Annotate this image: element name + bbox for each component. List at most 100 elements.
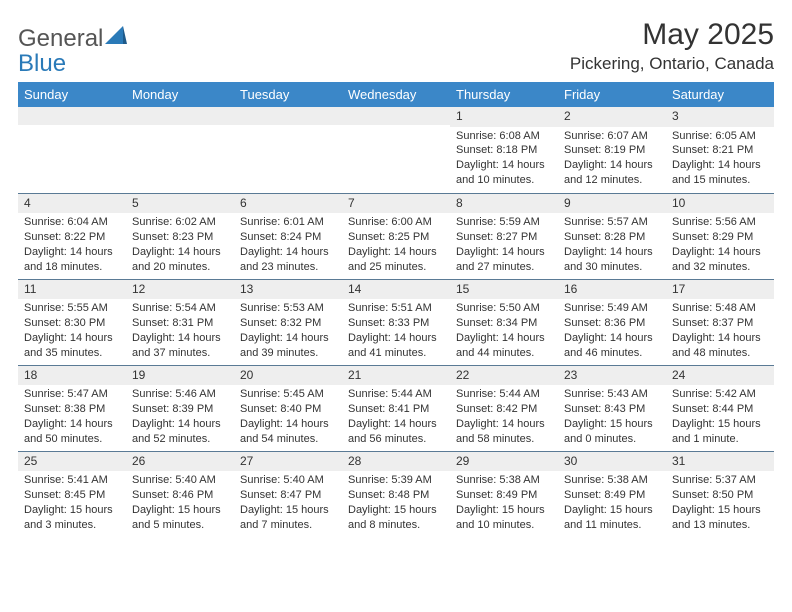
daylight-text: Daylight: 14 hours: [564, 331, 660, 346]
sunrise-text: Sunrise: 5:54 AM: [132, 301, 228, 316]
cell-details: Sunrise: 5:45 AMSunset: 8:40 PMDaylight:…: [234, 385, 342, 450]
daylight-text: Daylight: 14 hours: [240, 331, 336, 346]
calendar-cell: 22Sunrise: 5:44 AMSunset: 8:42 PMDayligh…: [450, 365, 558, 451]
day-number: 23: [558, 366, 666, 386]
daylight-text: Daylight: 14 hours: [348, 331, 444, 346]
sunset-text: Sunset: 8:37 PM: [672, 316, 768, 331]
calendar-cell: [18, 107, 126, 193]
sunrise-text: Sunrise: 5:39 AM: [348, 473, 444, 488]
day-number: 14: [342, 280, 450, 300]
cell-details: Sunrise: 5:44 AMSunset: 8:42 PMDaylight:…: [450, 385, 558, 450]
sunset-text: Sunset: 8:50 PM: [672, 488, 768, 503]
cell-details: Sunrise: 5:54 AMSunset: 8:31 PMDaylight:…: [126, 299, 234, 364]
day-number: 11: [18, 280, 126, 300]
cell-details: Sunrise: 6:08 AMSunset: 8:18 PMDaylight:…: [450, 127, 558, 192]
calendar-cell: 9Sunrise: 5:57 AMSunset: 8:28 PMDaylight…: [558, 193, 666, 279]
daylight-text: and 58 minutes.: [456, 432, 552, 447]
day-number: 20: [234, 366, 342, 386]
daylight-text: and 48 minutes.: [672, 346, 768, 361]
calendar-cell: 13Sunrise: 5:53 AMSunset: 8:32 PMDayligh…: [234, 279, 342, 365]
sunrise-text: Sunrise: 5:49 AM: [564, 301, 660, 316]
sunset-text: Sunset: 8:34 PM: [456, 316, 552, 331]
sunrise-text: Sunrise: 5:51 AM: [348, 301, 444, 316]
calendar-cell: 12Sunrise: 5:54 AMSunset: 8:31 PMDayligh…: [126, 279, 234, 365]
day-number: 9: [558, 194, 666, 214]
calendar-cell: 10Sunrise: 5:56 AMSunset: 8:29 PMDayligh…: [666, 193, 774, 279]
sunset-text: Sunset: 8:47 PM: [240, 488, 336, 503]
calendar-cell: 18Sunrise: 5:47 AMSunset: 8:38 PMDayligh…: [18, 365, 126, 451]
cell-details: Sunrise: 5:40 AMSunset: 8:46 PMDaylight:…: [126, 471, 234, 536]
sunrise-text: Sunrise: 5:59 AM: [456, 215, 552, 230]
daylight-text: and 23 minutes.: [240, 260, 336, 275]
calendar-cell: 23Sunrise: 5:43 AMSunset: 8:43 PMDayligh…: [558, 365, 666, 451]
daylight-text: and 3 minutes.: [24, 518, 120, 533]
sunset-text: Sunset: 8:40 PM: [240, 402, 336, 417]
calendar-cell: [342, 107, 450, 193]
cell-details: Sunrise: 5:55 AMSunset: 8:30 PMDaylight:…: [18, 299, 126, 364]
daylight-text: Daylight: 14 hours: [672, 245, 768, 260]
day-header: Thursday: [450, 82, 558, 107]
daylight-text: Daylight: 15 hours: [132, 503, 228, 518]
daylight-text: Daylight: 15 hours: [564, 417, 660, 432]
cell-details: Sunrise: 5:38 AMSunset: 8:49 PMDaylight:…: [450, 471, 558, 536]
sunset-text: Sunset: 8:36 PM: [564, 316, 660, 331]
cell-details: Sunrise: 6:05 AMSunset: 8:21 PMDaylight:…: [666, 127, 774, 192]
cell-details: Sunrise: 5:38 AMSunset: 8:49 PMDaylight:…: [558, 471, 666, 536]
day-number: 28: [342, 452, 450, 472]
daylight-text: Daylight: 14 hours: [240, 245, 336, 260]
sunrise-text: Sunrise: 5:50 AM: [456, 301, 552, 316]
calendar-cell: 6Sunrise: 6:01 AMSunset: 8:24 PMDaylight…: [234, 193, 342, 279]
daylight-text: Daylight: 14 hours: [672, 158, 768, 173]
cell-details: Sunrise: 5:51 AMSunset: 8:33 PMDaylight:…: [342, 299, 450, 364]
daylight-text: and 7 minutes.: [240, 518, 336, 533]
daylight-text: and 11 minutes.: [564, 518, 660, 533]
daylight-text: Daylight: 14 hours: [348, 417, 444, 432]
daylight-text: Daylight: 15 hours: [240, 503, 336, 518]
day-number: 6: [234, 194, 342, 214]
daylight-text: and 13 minutes.: [672, 518, 768, 533]
empty-day: [234, 107, 342, 125]
day-header: Saturday: [666, 82, 774, 107]
calendar-cell: 31Sunrise: 5:37 AMSunset: 8:50 PMDayligh…: [666, 451, 774, 537]
calendar-cell: 20Sunrise: 5:45 AMSunset: 8:40 PMDayligh…: [234, 365, 342, 451]
title-block: May 2025 Pickering, Ontario, Canada: [570, 18, 774, 74]
daylight-text: and 8 minutes.: [348, 518, 444, 533]
daylight-text: Daylight: 14 hours: [132, 331, 228, 346]
sunrise-text: Sunrise: 6:01 AM: [240, 215, 336, 230]
sunrise-text: Sunrise: 5:46 AM: [132, 387, 228, 402]
daylight-text: and 5 minutes.: [132, 518, 228, 533]
sunset-text: Sunset: 8:30 PM: [24, 316, 120, 331]
empty-day: [126, 107, 234, 125]
sunrise-text: Sunrise: 5:40 AM: [132, 473, 228, 488]
sunrise-text: Sunrise: 6:02 AM: [132, 215, 228, 230]
sunset-text: Sunset: 8:44 PM: [672, 402, 768, 417]
sunset-text: Sunset: 8:24 PM: [240, 230, 336, 245]
day-number: 2: [558, 107, 666, 127]
daylight-text: and 54 minutes.: [240, 432, 336, 447]
sunset-text: Sunset: 8:48 PM: [348, 488, 444, 503]
calendar-cell: 26Sunrise: 5:40 AMSunset: 8:46 PMDayligh…: [126, 451, 234, 537]
sunrise-text: Sunrise: 5:42 AM: [672, 387, 768, 402]
daylight-text: Daylight: 15 hours: [456, 503, 552, 518]
calendar-cell: 2Sunrise: 6:07 AMSunset: 8:19 PMDaylight…: [558, 107, 666, 193]
calendar-cell: 30Sunrise: 5:38 AMSunset: 8:49 PMDayligh…: [558, 451, 666, 537]
sunrise-text: Sunrise: 5:37 AM: [672, 473, 768, 488]
calendar-cell: 29Sunrise: 5:38 AMSunset: 8:49 PMDayligh…: [450, 451, 558, 537]
sunset-text: Sunset: 8:22 PM: [24, 230, 120, 245]
calendar-week: 1Sunrise: 6:08 AMSunset: 8:18 PMDaylight…: [18, 107, 774, 193]
daylight-text: Daylight: 14 hours: [348, 245, 444, 260]
sunset-text: Sunset: 8:45 PM: [24, 488, 120, 503]
day-number: 21: [342, 366, 450, 386]
daylight-text: Daylight: 14 hours: [564, 245, 660, 260]
daylight-text: and 41 minutes.: [348, 346, 444, 361]
calendar-cell: 19Sunrise: 5:46 AMSunset: 8:39 PMDayligh…: [126, 365, 234, 451]
sunrise-text: Sunrise: 6:04 AM: [24, 215, 120, 230]
calendar-cell: 28Sunrise: 5:39 AMSunset: 8:48 PMDayligh…: [342, 451, 450, 537]
daylight-text: and 32 minutes.: [672, 260, 768, 275]
sunset-text: Sunset: 8:27 PM: [456, 230, 552, 245]
cell-details: Sunrise: 5:53 AMSunset: 8:32 PMDaylight:…: [234, 299, 342, 364]
sunrise-text: Sunrise: 5:47 AM: [24, 387, 120, 402]
cell-details: Sunrise: 5:41 AMSunset: 8:45 PMDaylight:…: [18, 471, 126, 536]
day-number: 10: [666, 194, 774, 214]
sunset-text: Sunset: 8:39 PM: [132, 402, 228, 417]
